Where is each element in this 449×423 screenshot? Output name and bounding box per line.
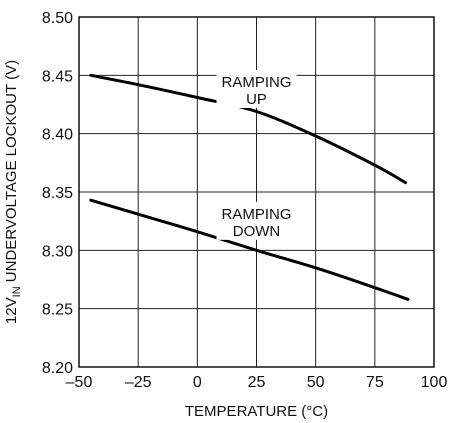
y-tick-label-5: 8.45	[42, 68, 73, 85]
grid	[78, 16, 435, 368]
x-tick-label-5: 75	[366, 374, 384, 391]
y-tick-labels: 8.20 8.25 8.30 8.35 8.40 8.45 8.50	[42, 10, 73, 377]
annotation-0-line-1: UP	[246, 91, 267, 108]
x-tick-label-1: –25	[125, 374, 152, 391]
y-tick-label-0: 8.20	[42, 360, 73, 377]
y-axis-label-subscript: IN	[11, 286, 23, 297]
y-tick-label-1: 8.25	[42, 302, 73, 319]
annotation-0-line-0: RAMPING	[221, 74, 291, 91]
series-group	[89, 73, 410, 301]
y-axis-label: 12VIN UNDERVOLTAGE LOCKOUT (V)	[3, 60, 23, 324]
annotation-backing-1	[216, 201, 297, 240]
annotation-1-line-1: DOWN	[233, 223, 281, 240]
x-tick-labels: –50 –25 0 25 50 75 100	[66, 374, 448, 391]
x-tick-label-2: 0	[193, 374, 202, 391]
x-tick-label-6: 100	[421, 374, 448, 391]
y-axis-label-rest: UNDERVOLTAGE LOCKOUT (V)	[3, 60, 20, 286]
x-tick-label-3: 25	[248, 374, 266, 391]
plot-frame	[78, 16, 435, 368]
y-axis-label-main: 12V	[3, 297, 20, 324]
annotation-backing-0	[216, 70, 297, 108]
series-line-0	[89, 73, 408, 185]
x-axis-label: TEMPERATURE (°C)	[185, 403, 328, 420]
y-tick-label-3: 8.35	[42, 185, 73, 202]
y-tick-label-6: 8.50	[42, 10, 73, 27]
x-tick-label-4: 50	[307, 374, 325, 391]
annotation-1-line-0: RAMPING	[221, 206, 291, 223]
y-tick-label-4: 8.40	[42, 127, 73, 144]
x-tick-label-0: –50	[66, 374, 93, 391]
y-tick-label-2: 8.30	[42, 243, 73, 260]
series-line-1	[89, 198, 410, 301]
